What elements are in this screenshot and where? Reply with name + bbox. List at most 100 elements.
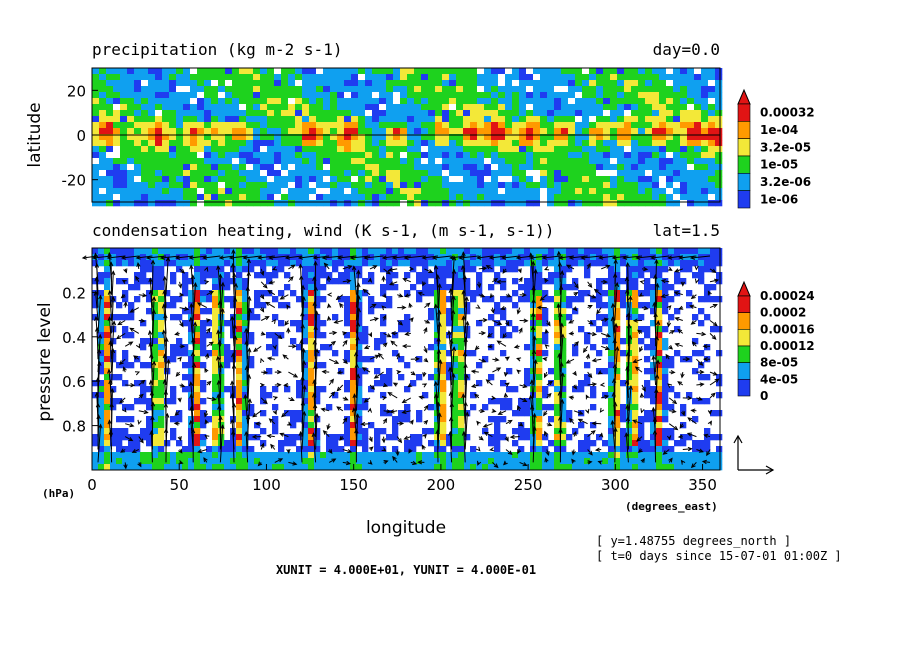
heating-cell <box>596 326 603 333</box>
precip-cell <box>106 86 114 93</box>
precip-cell <box>155 146 163 153</box>
heating-cell <box>488 398 495 405</box>
precip-cell <box>260 152 268 159</box>
precip-cell <box>638 74 646 81</box>
wind-vector-head <box>628 295 633 301</box>
heating-cell <box>602 452 609 459</box>
precip-cell <box>568 122 576 129</box>
precip-cell <box>162 188 170 195</box>
precip-cell <box>715 164 723 171</box>
precip-cell <box>302 164 310 171</box>
precip-cell <box>561 74 569 81</box>
heating-cell <box>620 428 627 435</box>
heating-cell <box>608 296 615 303</box>
heating-cell <box>488 260 495 267</box>
wind-vector-head <box>128 341 134 346</box>
precip-cell <box>232 110 240 117</box>
heating-cell <box>266 248 273 255</box>
precip-cell <box>533 158 541 165</box>
heating-cell <box>428 248 435 255</box>
precip-cell <box>288 86 296 93</box>
precip-cell <box>610 140 618 147</box>
heating-cell <box>566 248 573 255</box>
wind-vector-head <box>349 255 355 260</box>
precip-cell <box>673 188 681 195</box>
precip-cell <box>477 134 485 141</box>
heating-cell <box>560 272 567 279</box>
precip-cell <box>288 182 296 189</box>
heating-cell <box>608 314 615 321</box>
precip-cell <box>260 176 268 183</box>
precip-cell <box>113 140 121 147</box>
precip-cell <box>491 86 499 93</box>
precip-cell <box>141 116 149 123</box>
heating-cell <box>188 332 195 339</box>
precip-cell <box>330 128 338 135</box>
precip-cell <box>253 98 261 105</box>
precip-cell <box>407 182 415 189</box>
heating-cell <box>176 452 183 459</box>
heating-cell <box>152 326 159 333</box>
heating-cell <box>170 386 177 393</box>
precip-cell <box>400 134 408 141</box>
heating-cell <box>122 296 129 303</box>
heating-cell <box>452 458 459 465</box>
precip-cell <box>260 188 268 195</box>
precip-cell <box>519 128 527 135</box>
precip-cell <box>120 80 128 87</box>
precip-cell <box>547 170 555 177</box>
precip-cell <box>589 134 597 141</box>
heating-cell <box>170 344 177 351</box>
precip-cell <box>505 188 513 195</box>
heating-cell <box>458 326 465 333</box>
precip-cell <box>92 68 100 75</box>
precip-cell <box>673 152 681 159</box>
heating-cell <box>140 278 147 285</box>
precip-cell <box>183 68 191 75</box>
precip-cell <box>666 164 674 171</box>
heating-cell <box>650 284 657 291</box>
precip-cell <box>267 188 275 195</box>
heating-cell <box>704 290 711 297</box>
precip-cell <box>239 140 247 147</box>
precip-cell <box>253 86 261 93</box>
precip-cell <box>575 104 583 111</box>
precip-cell <box>442 152 450 159</box>
heating-cell <box>290 434 297 441</box>
heating-cell <box>716 380 723 387</box>
precip-cell <box>484 194 492 201</box>
precip-cell <box>414 116 422 123</box>
wind-vector-head <box>556 250 562 256</box>
precip-cell <box>323 110 331 117</box>
heating-cell <box>224 272 231 279</box>
precip-cell <box>652 164 660 171</box>
precip-cell <box>470 122 478 129</box>
precip-cell <box>610 98 618 105</box>
heating-cell <box>536 266 543 273</box>
wind-vector <box>542 255 561 259</box>
heating-cell <box>512 386 519 393</box>
heating-cell <box>656 302 663 309</box>
precip-cell <box>379 152 387 159</box>
precip-cell <box>162 86 170 93</box>
heating-cell <box>290 416 297 423</box>
heating-cell <box>536 452 543 459</box>
wind-vector-head <box>208 291 215 296</box>
precip-cell <box>673 74 681 81</box>
precip-cell <box>470 116 478 123</box>
heating-cell <box>584 362 591 369</box>
precip-cell <box>708 98 716 105</box>
heating-cell <box>608 380 615 387</box>
heating-cell <box>554 296 561 303</box>
heating-cell <box>98 302 105 309</box>
heating-cell <box>494 446 501 453</box>
heating-cell <box>650 266 657 273</box>
precip-cell <box>141 68 149 75</box>
wind-vector-head <box>335 295 341 301</box>
heating-cell <box>512 266 519 273</box>
heating-cell <box>302 386 309 393</box>
heating-cell <box>242 266 249 273</box>
heating-cell <box>362 332 369 339</box>
precip-cell <box>694 176 702 183</box>
